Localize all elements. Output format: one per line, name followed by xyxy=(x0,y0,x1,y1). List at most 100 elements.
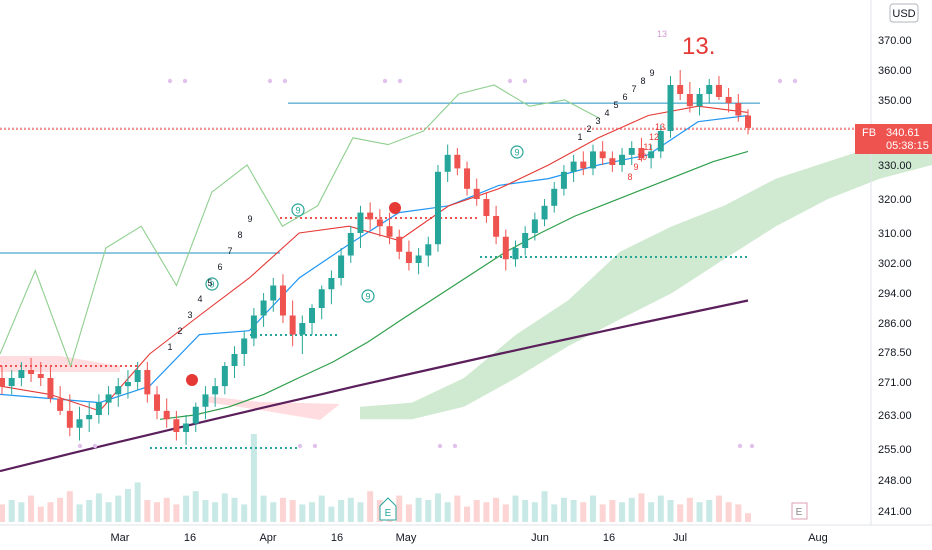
pattern-dot xyxy=(77,443,83,449)
last-price-box xyxy=(855,124,932,154)
price-tick-label: 320.00 xyxy=(878,194,912,206)
volume-bar xyxy=(464,506,471,522)
earnings-marker-aug[interactable]: E xyxy=(791,502,808,520)
volume-bar xyxy=(47,502,54,522)
count-label: 2 xyxy=(177,326,182,336)
count-label: 9 xyxy=(649,68,654,78)
candle-body xyxy=(124,382,131,387)
candle-body xyxy=(183,423,190,432)
candle-body xyxy=(638,148,645,159)
pattern-dot xyxy=(507,78,513,84)
price-tick-label: 330.00 xyxy=(878,160,912,172)
earnings-marker-shape xyxy=(791,502,808,520)
candle-body xyxy=(309,308,316,323)
pattern-dot xyxy=(437,443,443,449)
count-label: 7 xyxy=(631,84,636,94)
stop-marker[interactable] xyxy=(186,374,198,386)
volume-bar xyxy=(396,495,403,522)
candle-body xyxy=(686,94,693,107)
symbol-label: FB xyxy=(862,127,876,139)
candle-body xyxy=(512,248,519,260)
big-count-label: 13. xyxy=(682,33,715,60)
earnings-marker-may[interactable]: E xyxy=(379,497,397,521)
stop-marker[interactable] xyxy=(389,202,401,214)
volume-bar xyxy=(115,495,122,522)
candle-body xyxy=(115,386,122,395)
volume-bar xyxy=(560,497,567,522)
volume-bar xyxy=(124,489,131,522)
volume-bar xyxy=(502,504,509,522)
candle-body xyxy=(154,394,161,411)
price-axis-ticks: 370.00360.00350.00340.00330.00320.00310.… xyxy=(878,35,912,518)
candle-body xyxy=(231,354,238,366)
tenkan-line xyxy=(0,105,749,412)
volume-bar xyxy=(173,504,180,522)
candle-body xyxy=(667,85,674,131)
price-axis[interactable]: 370.00360.00350.00340.00330.00320.00310.… xyxy=(870,0,912,525)
date-tick-label: Apr xyxy=(259,532,276,544)
candle-body xyxy=(134,370,141,382)
setup-nine-marker xyxy=(205,277,219,291)
count-label: 8 xyxy=(640,76,645,86)
setup-nine-marker xyxy=(361,289,375,303)
candle-body xyxy=(289,315,296,335)
count-label: 9 xyxy=(247,214,252,224)
candle-body xyxy=(706,85,713,94)
earnings-marker-label: E xyxy=(385,508,392,519)
candle-body xyxy=(628,148,635,155)
volume-bar xyxy=(192,491,199,522)
pattern-dot xyxy=(92,443,98,449)
candle-body xyxy=(279,285,286,316)
price-tick-label: 241.00 xyxy=(878,506,912,518)
price-tick-label: 302.00 xyxy=(878,258,912,270)
volume-bar xyxy=(18,502,25,522)
candle-body xyxy=(405,251,412,263)
volume-bar xyxy=(66,491,73,522)
volume-bar xyxy=(522,500,529,522)
candle-body xyxy=(105,394,112,403)
candle-body xyxy=(677,85,684,94)
candle-body xyxy=(599,151,606,159)
count-label: 1 xyxy=(577,132,582,142)
price-tick-label: 263.00 xyxy=(878,410,912,422)
pattern-dot xyxy=(282,78,288,84)
count-label: 6 xyxy=(217,262,222,272)
volume-bar xyxy=(551,504,558,522)
date-axis[interactable]: Mar 16 Apr 16 May Jun 16 Jul Aug xyxy=(0,524,932,544)
candle-body xyxy=(745,115,751,128)
volume-bar xyxy=(638,493,645,522)
candle-body xyxy=(551,188,558,206)
pattern-dot xyxy=(182,78,188,84)
volume-bar xyxy=(221,493,228,522)
volume-bar xyxy=(163,497,170,522)
volume-bar xyxy=(512,495,519,522)
date-tick-label: 16 xyxy=(184,532,196,544)
volume-bar xyxy=(57,497,64,522)
currency-badge[interactable]: USD xyxy=(889,3,919,23)
cloud-layer xyxy=(0,131,932,420)
candle-body xyxy=(454,154,461,169)
date-tick-label: 16 xyxy=(331,532,343,544)
candle-body xyxy=(95,402,102,415)
candle-layer xyxy=(0,70,751,445)
volume-bar xyxy=(531,502,538,522)
candle-body xyxy=(531,219,538,233)
resistance-layer xyxy=(0,102,871,449)
count-label: 3 xyxy=(187,310,192,320)
count-label: 7 xyxy=(227,246,232,256)
earnings-marker-shape xyxy=(379,497,397,521)
candle-body xyxy=(328,278,335,290)
price-tick-label: 286.00 xyxy=(878,318,912,330)
candle-body xyxy=(76,419,83,428)
candle-body xyxy=(444,154,451,172)
pattern-dot xyxy=(267,78,273,84)
volume-bar xyxy=(628,497,635,522)
candle-body xyxy=(221,366,228,387)
volume-bar xyxy=(183,495,190,522)
candle-body xyxy=(376,219,383,227)
candle-body xyxy=(202,394,209,407)
candle-body xyxy=(493,216,500,237)
candle-body xyxy=(619,154,626,165)
